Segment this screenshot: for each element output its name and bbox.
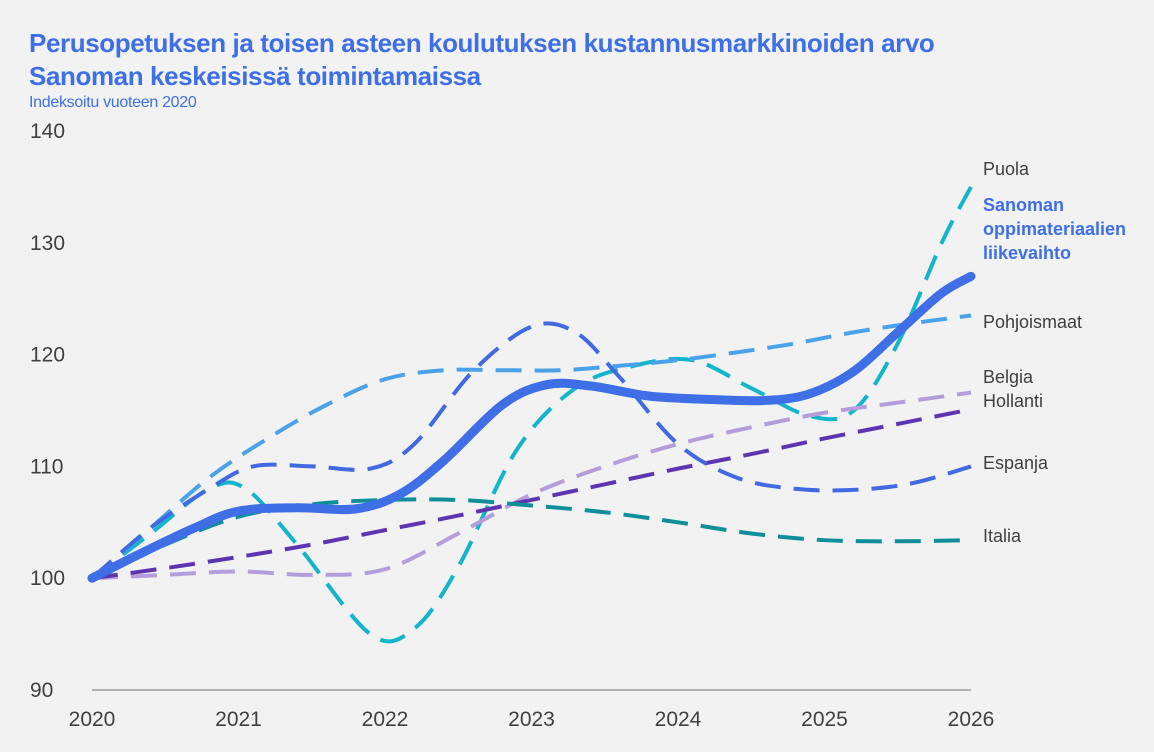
x-tick-label: 2024	[655, 708, 702, 731]
series-label-line: oppimateriaalien	[983, 219, 1126, 239]
chart-subtitle: Indeksoitu vuoteen 2020	[29, 94, 197, 111]
series-line-puola	[90, 185, 973, 644]
series-label-line: Belgia	[983, 367, 1034, 387]
y-tick-label: 110	[30, 455, 63, 478]
y-tick-label: 90	[30, 679, 53, 702]
x-tick-label: 2021	[215, 708, 262, 731]
chart-title-line-1: Perusopetuksen ja toisen asteen koulutuk…	[29, 28, 935, 58]
series-line-italia	[91, 497, 972, 581]
series-label: Espanja	[983, 453, 1049, 473]
series-label: Italia	[983, 526, 1022, 546]
series-labels: Puola Sanoman oppimateriaalien liikevaihto P…	[983, 159, 1126, 546]
series-label: Sanoman oppimateriaalien liikevaihto	[983, 195, 1126, 263]
y-tick-label: 100	[30, 567, 65, 590]
axes: 90 100 110 120 130 140 2020 2021 2022 2023 2024 202…	[30, 120, 994, 731]
series-label: Hollanti	[983, 391, 1043, 411]
series-label-line: Italia	[983, 526, 1022, 546]
chart-title: Perusopetuksen ja toisen asteen koulutuk…	[29, 27, 935, 93]
series-label-line: liikevaihto	[983, 243, 1071, 263]
series-label-line: Hollanti	[983, 391, 1043, 411]
series-lines	[87, 185, 976, 644]
x-tick-label: 2022	[362, 708, 409, 731]
series-label-line: Pohjoismaat	[983, 312, 1082, 332]
y-tick-label: 130	[30, 232, 65, 255]
series-label: Pohjoismaat	[983, 312, 1082, 332]
x-tick-label: 2020	[69, 708, 116, 731]
series-line-espanja	[90, 321, 972, 580]
x-tick-label: 2023	[508, 708, 555, 731]
series-label-line: Puola	[983, 159, 1030, 179]
series-line-belgia	[91, 390, 972, 581]
y-tick-label: 120	[30, 344, 65, 367]
y-tick-label: 140	[30, 120, 65, 143]
series-line-sanoman-oppimateriaalien-liikevaihto	[87, 271, 976, 583]
series-label: Puola	[983, 159, 1030, 179]
series-label-line: Espanja	[983, 453, 1049, 473]
series-label-line: Sanoman	[983, 195, 1064, 215]
x-tick-label: 2025	[801, 708, 848, 731]
x-tick-label: 2026	[948, 708, 995, 731]
series-label: Belgia	[983, 367, 1034, 387]
chart-title-line-2: Sanoman keskeisissä toimintamaissa	[29, 61, 481, 91]
series-line-pohjoismaat	[90, 313, 972, 580]
series-line-hollanti	[91, 407, 972, 581]
